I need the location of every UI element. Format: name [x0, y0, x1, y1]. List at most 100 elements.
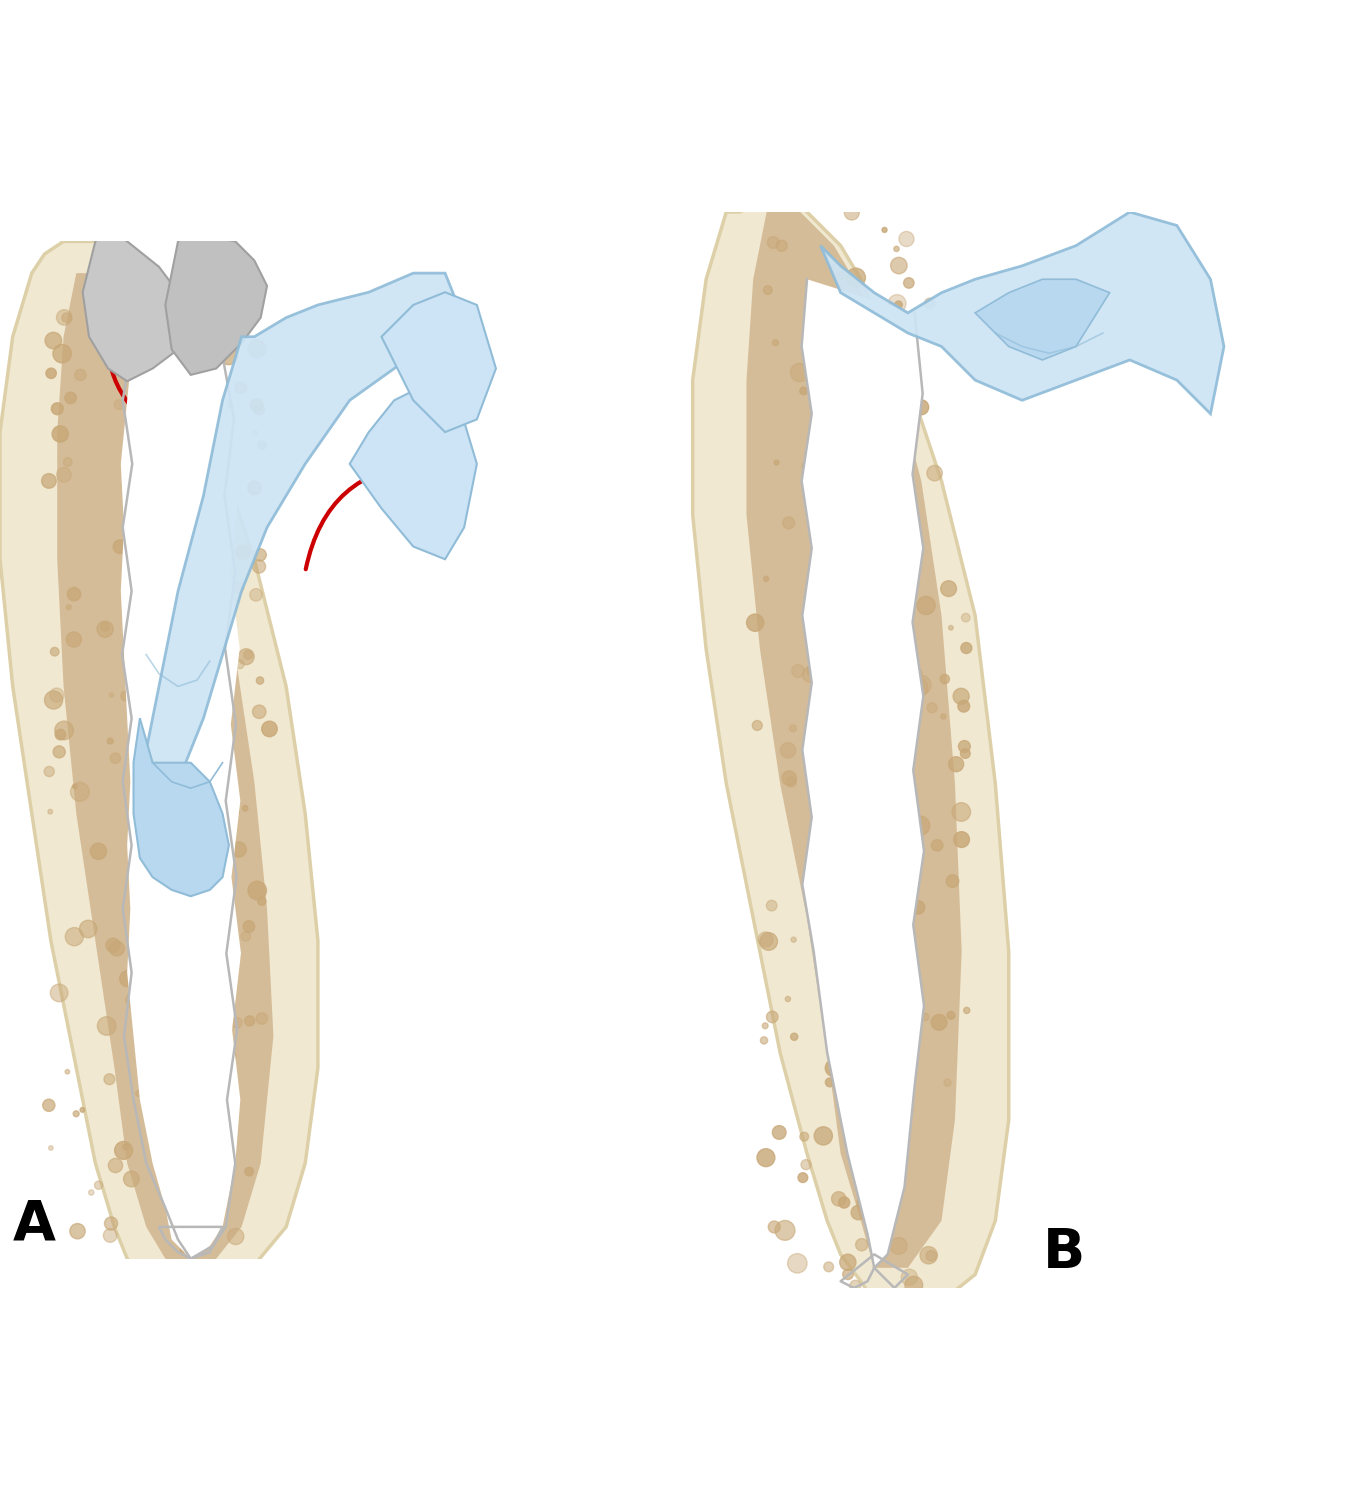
Circle shape: [129, 664, 143, 678]
Circle shape: [912, 510, 917, 516]
Circle shape: [235, 660, 245, 669]
Circle shape: [121, 692, 130, 700]
Circle shape: [790, 724, 796, 732]
Circle shape: [186, 1028, 191, 1032]
Circle shape: [202, 1053, 207, 1059]
Circle shape: [54, 746, 65, 758]
Circle shape: [772, 340, 779, 346]
Circle shape: [113, 540, 126, 554]
Circle shape: [952, 802, 971, 822]
Circle shape: [775, 460, 779, 465]
Circle shape: [911, 816, 929, 836]
Circle shape: [174, 1208, 186, 1221]
Circle shape: [880, 705, 892, 718]
Circle shape: [124, 345, 139, 360]
Circle shape: [886, 303, 896, 312]
Circle shape: [823, 1262, 834, 1272]
Circle shape: [846, 856, 854, 864]
Circle shape: [182, 312, 187, 318]
Circle shape: [145, 507, 152, 513]
Circle shape: [940, 580, 956, 597]
Polygon shape: [82, 228, 191, 381]
Circle shape: [153, 804, 160, 810]
Circle shape: [870, 642, 877, 648]
Circle shape: [241, 932, 250, 940]
Circle shape: [947, 1011, 955, 1020]
Circle shape: [876, 1178, 880, 1182]
Circle shape: [893, 1089, 912, 1108]
Circle shape: [50, 648, 59, 656]
Circle shape: [199, 742, 207, 752]
Circle shape: [136, 1019, 145, 1028]
Circle shape: [810, 556, 827, 574]
Circle shape: [908, 678, 928, 698]
Circle shape: [954, 831, 970, 848]
Circle shape: [791, 938, 796, 942]
Circle shape: [954, 688, 970, 705]
Circle shape: [940, 714, 946, 718]
Circle shape: [783, 518, 795, 530]
Circle shape: [842, 891, 858, 906]
Circle shape: [120, 970, 136, 987]
Circle shape: [889, 612, 908, 633]
Circle shape: [233, 582, 243, 592]
Circle shape: [245, 1016, 254, 1026]
Circle shape: [772, 1125, 785, 1140]
Circle shape: [904, 278, 915, 288]
Circle shape: [746, 614, 764, 632]
Circle shape: [882, 228, 888, 232]
Circle shape: [830, 712, 843, 726]
Circle shape: [183, 590, 194, 600]
Circle shape: [94, 1180, 102, 1190]
Circle shape: [890, 939, 902, 951]
Circle shape: [223, 399, 231, 408]
Circle shape: [128, 657, 144, 674]
Circle shape: [767, 237, 779, 249]
Circle shape: [802, 1160, 811, 1170]
Circle shape: [878, 411, 893, 426]
Circle shape: [946, 874, 959, 888]
Circle shape: [126, 992, 143, 1008]
Circle shape: [52, 426, 69, 442]
Circle shape: [837, 272, 845, 279]
Text: B: B: [1042, 1226, 1084, 1280]
Polygon shape: [693, 198, 1009, 1316]
Circle shape: [218, 1072, 235, 1089]
Circle shape: [114, 399, 124, 410]
Circle shape: [858, 972, 877, 990]
Circle shape: [845, 924, 850, 930]
Circle shape: [857, 1194, 876, 1210]
Circle shape: [787, 777, 796, 788]
Circle shape: [161, 716, 179, 732]
Circle shape: [256, 1013, 268, 1025]
Circle shape: [124, 1172, 140, 1186]
Circle shape: [243, 921, 254, 933]
Circle shape: [163, 1026, 168, 1030]
Circle shape: [780, 742, 796, 758]
Circle shape: [56, 468, 71, 482]
Circle shape: [97, 1017, 116, 1035]
Polygon shape: [121, 336, 241, 1258]
Circle shape: [243, 651, 253, 660]
Circle shape: [250, 399, 264, 411]
Circle shape: [44, 333, 62, 350]
Circle shape: [759, 932, 773, 946]
Circle shape: [824, 894, 837, 904]
Circle shape: [861, 1036, 880, 1054]
Circle shape: [155, 1036, 168, 1050]
Circle shape: [838, 678, 854, 696]
Circle shape: [43, 1100, 55, 1112]
Circle shape: [877, 1120, 882, 1126]
Circle shape: [800, 1132, 808, 1142]
Circle shape: [948, 626, 954, 630]
Circle shape: [122, 650, 136, 663]
Circle shape: [838, 606, 853, 621]
Circle shape: [776, 240, 787, 252]
Circle shape: [911, 970, 920, 980]
Circle shape: [183, 915, 188, 920]
Circle shape: [820, 1007, 824, 1010]
Circle shape: [850, 1280, 861, 1292]
Circle shape: [179, 582, 183, 585]
Circle shape: [180, 1122, 188, 1130]
Circle shape: [811, 610, 820, 620]
